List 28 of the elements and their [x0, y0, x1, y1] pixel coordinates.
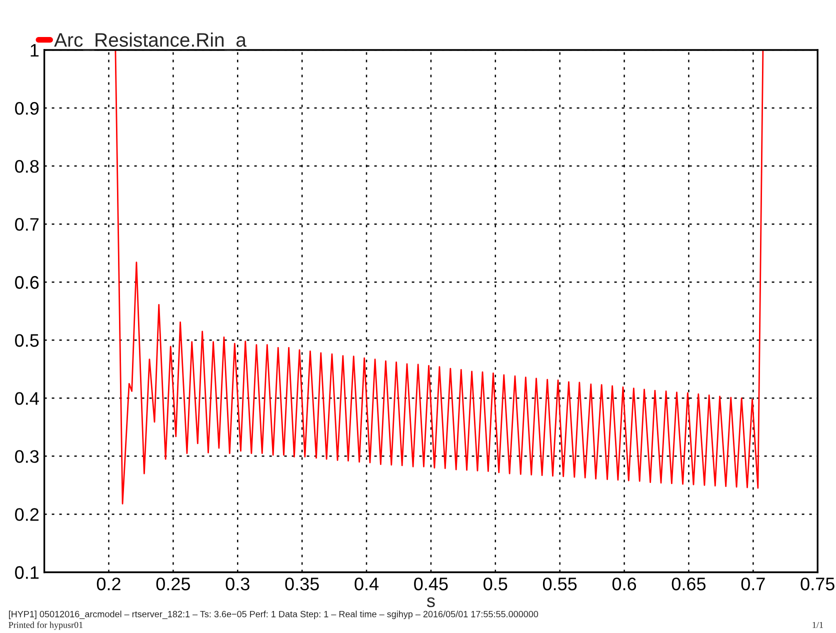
y-tick-label: 0.8	[15, 160, 39, 173]
y-tick-label: 0.5	[15, 334, 39, 347]
series-label: Arc_Resistance.Rin_a	[54, 32, 246, 51]
text: [HYP1] 05012016_arcmodel – rtserver_182:1 – Ts: 3.6e−05 Perf: 1 Data Step: 1 – Real time – sgihyp – 2016/05/01 17:55:55.000000	[9, 610, 538, 620]
x-tick-label: 0.45	[414, 578, 448, 590]
x-tick-label: 0.6	[612, 578, 636, 590]
x-tick-label: 0.2	[96, 578, 120, 590]
x-tick-label: 0.5	[484, 578, 508, 590]
x-tick-label: 0.25	[156, 578, 190, 590]
text: 1/1	[812, 622, 823, 628]
y-tick-label: 0.1	[15, 566, 39, 579]
x-tick-label: 0.55	[542, 578, 577, 590]
x-axis-title: s	[426, 597, 435, 608]
y-tick-label: 0.2	[15, 508, 39, 521]
y-tick-label: 0.4	[15, 392, 39, 405]
y-tick-label: 0.7	[15, 218, 39, 231]
x-tick-label: 0.4	[354, 578, 379, 590]
line-series	[114, 50, 764, 504]
x-tick-label: 0.65	[672, 578, 706, 590]
text: Printed for hypusr01	[8, 622, 83, 630]
y-tick-label: 0.6	[15, 276, 39, 289]
y-tick-label: 0.9	[15, 102, 39, 115]
x-tick-label: 0.7	[741, 578, 765, 590]
x-tick-label: 0.75	[800, 578, 834, 590]
y-tick-label: 0.3	[15, 450, 39, 463]
y-tick-label: 1	[30, 44, 39, 57]
x-tick-label: 0.3	[226, 578, 250, 590]
x-tick-label: 0.35	[285, 578, 319, 590]
